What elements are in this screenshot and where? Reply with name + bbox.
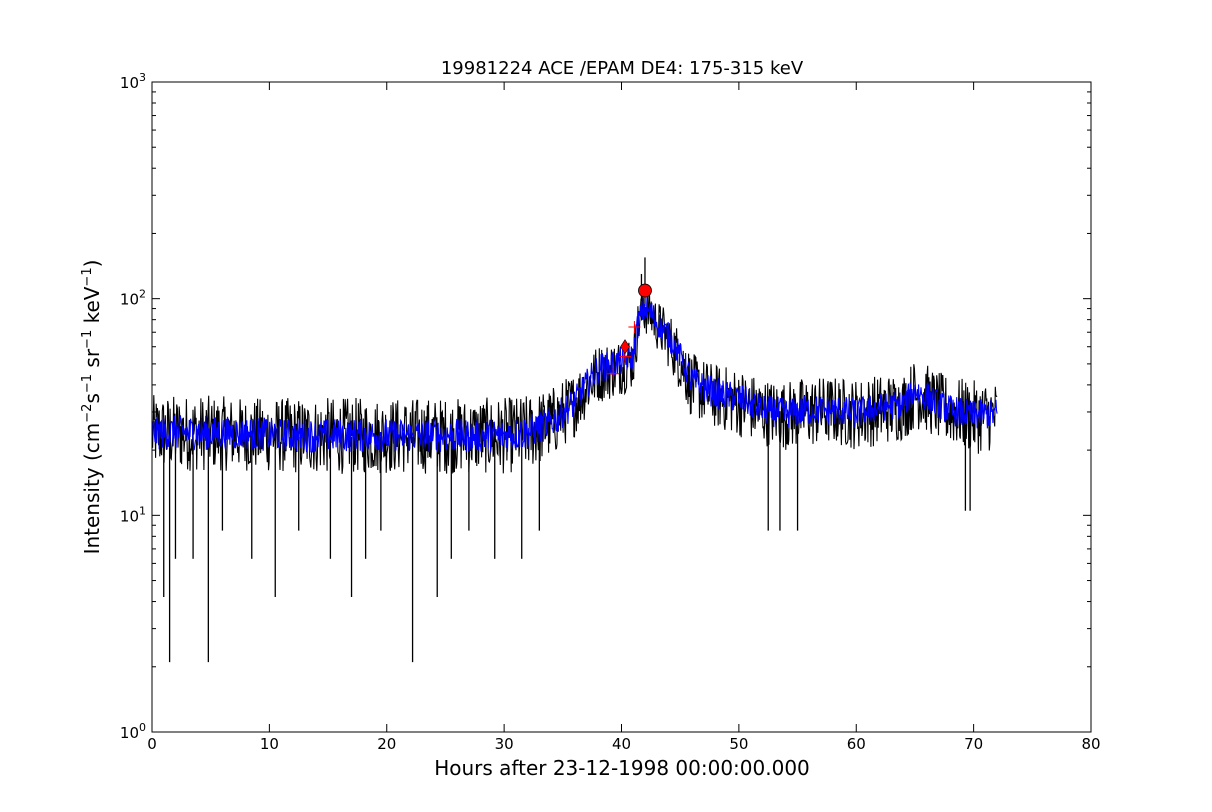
event-markers: [607, 283, 652, 380]
raw-series-line: [151, 287, 998, 474]
y-tick-label: 102: [120, 288, 146, 309]
plus-marker: [607, 367, 620, 380]
onset-diamond-marker: [620, 339, 630, 355]
x-tick-label: 30: [495, 735, 514, 753]
y-tick-label: 103: [120, 71, 146, 92]
x-tick-label: 40: [612, 735, 631, 753]
smoothed-series-line: [151, 296, 998, 454]
y-axis-label: Intensity (cm−2s−1 sr−1 keV−1): [80, 260, 104, 555]
x-tick-label: 50: [729, 735, 748, 753]
x-tick-label: 70: [964, 735, 983, 753]
x-tick-label: 10: [260, 735, 279, 753]
y-axis: 100 101 102 103: [120, 71, 1091, 742]
chart-title: 19981224 ACE /EPAM DE4: 175-315 keV: [441, 58, 804, 79]
x-tick-label: 0: [147, 735, 157, 753]
raw-series: [151, 257, 998, 663]
x-tick-label: 60: [847, 735, 866, 753]
x-axis-label: Hours after 23-12-1998 00:00:00.000: [434, 756, 810, 780]
plot-area: [151, 81, 1092, 733]
x-tick-label: 20: [377, 735, 396, 753]
x-axis: 0 10 20 30 40 50 60 70 80: [147, 82, 1101, 753]
x-tick-label: 80: [1081, 735, 1100, 753]
plus-marker: [628, 321, 641, 333]
y-tick-label: 101: [120, 504, 146, 525]
smoothed-series: [151, 296, 998, 454]
y-tick-label: 100: [120, 721, 146, 742]
peak-circle-marker: [638, 283, 652, 298]
